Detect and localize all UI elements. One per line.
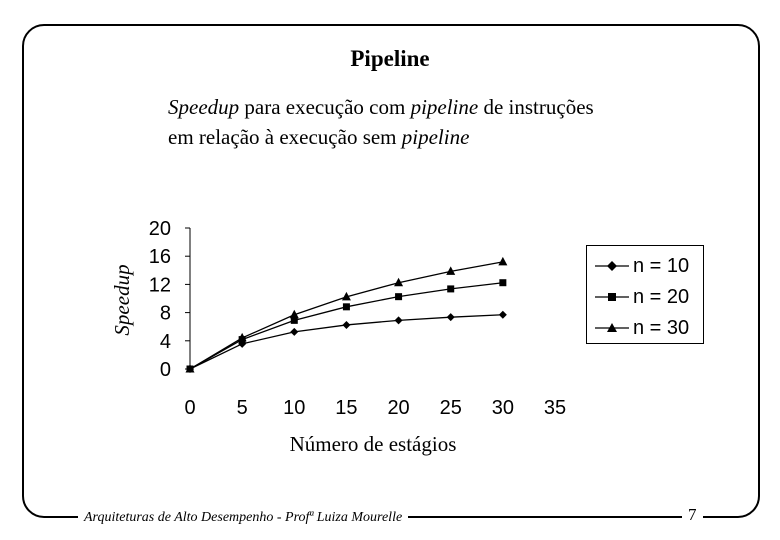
y-tick-label: 0 [160,359,171,381]
slide-footer: Arquiteturas de Alto Desempenho - Profª … [78,510,409,526]
legend-square-icon [595,293,629,301]
data-point-triangle [498,256,508,266]
x-tick-label: 0 [184,397,195,419]
subtitle-pipeline-b: pipeline [401,125,470,149]
page-number: 7 [682,505,703,525]
subtitle-text-c: em relação à execução sem [168,125,402,149]
data-point-diamond [394,316,403,325]
y-tick-label: 4 [160,331,171,353]
x-tick-label: 15 [335,397,357,419]
subtitle-line-2: em relação à execução sem pipeline [168,122,594,152]
x-tick-label: 35 [544,397,566,419]
data-point-square [499,279,507,287]
x-tick-label: 5 [237,397,248,419]
x-axis-title: Número de estágios [290,432,457,456]
y-tick-label: 8 [160,303,171,325]
x-tick-label: 10 [283,397,305,419]
series-line-3 [189,261,503,370]
data-point-square [395,293,403,301]
data-point-triangle [237,332,247,342]
subtitle-pipeline-a: pipeline [410,95,479,119]
legend-triangle-icon [595,323,629,332]
data-point-triangle [446,266,456,275]
legend-diamond-icon [595,261,629,271]
legend-label-n20: n = 20 [633,285,690,308]
data-point-diamond [342,320,351,329]
data-point-diamond [290,327,299,336]
legend-item-n10: n = 10 [595,254,689,278]
y-tick-label: 12 [149,274,171,296]
subtitle-text-b: de instruções [478,95,594,119]
legend-label-n30: n = 30 [633,316,690,339]
slide-title: Pipeline [350,46,430,71]
subtitle-line-1: Speedup para execução com pipeline de in… [168,92,594,122]
x-tick-label: 25 [440,397,462,419]
x-tick-label: 20 [387,397,409,419]
legend-label-n10: n = 10 [633,254,690,277]
data-point-square [342,303,350,311]
data-point-diamond [446,313,455,322]
legend-item-n20: n = 20 [595,285,689,309]
y-tick-label: 16 [149,246,171,268]
subtitle-speedup: Speedup [168,95,240,119]
chart-legend: n = 10 n = 20 n = 30 [586,245,704,344]
subtitle-text-a: para execução com [239,95,411,119]
data-point-square [447,285,455,293]
y-axis-title: Speedup [110,264,134,335]
x-tick-label: 30 [492,397,514,419]
data-point-triangle [341,291,351,301]
data-point-diamond [498,310,507,319]
data-point-square [290,316,298,324]
data-point-triangle [185,364,195,373]
data-point-triangle [394,277,404,287]
legend-item-n30: n = 30 [595,316,689,340]
slide-subtitle: Speedup para execução com pipeline de in… [168,92,594,152]
data-point-triangle [289,309,299,319]
y-tick-label: 20 [149,218,171,240]
